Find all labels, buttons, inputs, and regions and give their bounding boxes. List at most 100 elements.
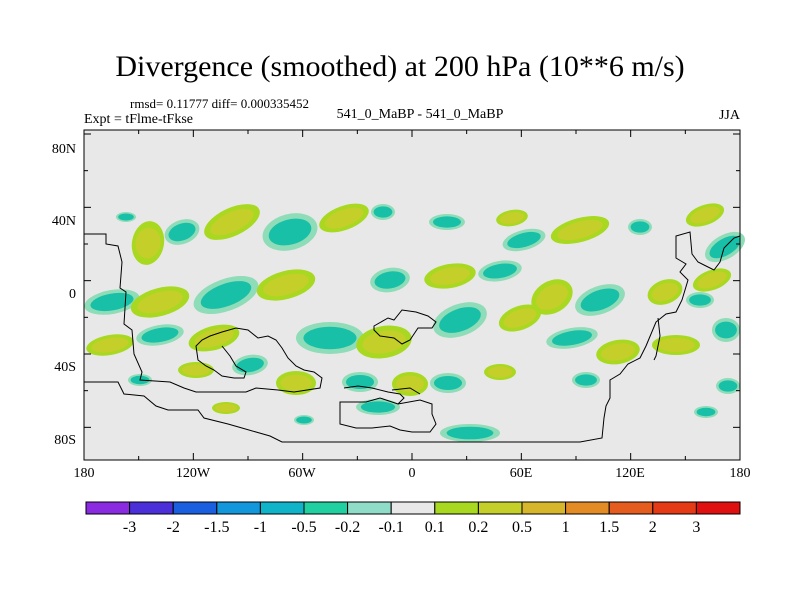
lon-tick-60w: 60W: [288, 466, 316, 481]
positive-divergence-region: [685, 203, 725, 227]
colorbar: [85, 501, 741, 515]
colorbar-box: [85, 501, 131, 515]
colorbar-box: [172, 501, 218, 515]
positive-divergence-region: [356, 325, 412, 359]
coastline: [84, 231, 741, 443]
coastline-segment: [339, 397, 437, 433]
positive-divergence-region: [652, 335, 700, 355]
colorbar-box: [303, 501, 349, 515]
positive-divergence-region: [484, 364, 516, 380]
colorbar-label: -0.2: [334, 519, 361, 536]
positive-divergence-region: [130, 286, 190, 318]
positive-divergence-region: [204, 204, 260, 240]
negative-divergence-region: [546, 327, 598, 349]
colorbar-box: [521, 501, 567, 515]
negative-divergence-region: [686, 292, 714, 308]
colorbar-label: -3: [122, 519, 137, 536]
negative-divergence-region: [429, 214, 465, 230]
colorbar-label: -2: [166, 519, 180, 536]
colorbar-box: [390, 501, 436, 515]
colorbar-box: [347, 501, 392, 515]
positive-divergence-region: [188, 324, 240, 352]
negative-divergence-region: [356, 399, 400, 415]
positive-divergence-region: [498, 304, 542, 332]
positive-divergence-region: [178, 362, 214, 378]
positive-divergence-region: [212, 402, 240, 414]
case-label: 541_0_MaBP - 541_0_MaBP: [336, 107, 504, 122]
colorbar-label: 0.1: [424, 519, 445, 536]
negative-divergence-region: [575, 284, 625, 316]
coastline-segment: [653, 317, 661, 361]
negative-divergence-region: [433, 302, 487, 338]
lon-tick-0: 0: [408, 466, 416, 481]
negative-divergence-region: [430, 373, 466, 393]
season-label: JJA: [718, 108, 740, 123]
experiment-label: Expt = tFlme-tFkse: [84, 112, 194, 127]
plot-title: Divergence (smoothed) at 200 hPa (10**6 …: [115, 50, 685, 83]
colorbar-label: 3: [692, 519, 701, 536]
lat-tick-80n: 80N: [51, 142, 76, 157]
coastline-segment: [343, 385, 405, 405]
positive-divergence-region: [531, 279, 573, 315]
colorbar-box: [259, 501, 305, 515]
colorbar-label: -0.1: [378, 519, 404, 536]
positive-divergence-region: [550, 216, 610, 244]
colorbar-label: 0.2: [468, 519, 489, 536]
positive-divergence-region: [496, 209, 528, 227]
lat-tick-40n: 40N: [51, 214, 76, 229]
colorbar-label: 2: [648, 519, 657, 536]
colorbar-label: -1: [253, 519, 268, 536]
lon-tick-120e: 120E: [615, 466, 645, 481]
negative-divergence-region: [164, 219, 200, 245]
positive-divergence-region: [392, 372, 428, 396]
axis-ticks: [83, 130, 741, 460]
colorbar-label: 0.5: [512, 519, 532, 536]
rmsd-diff-stats: rmsd= 0.11777 diff= 0.000335452: [130, 96, 309, 111]
positive-divergence-region: [424, 263, 476, 289]
positive-divergence-region: [647, 279, 683, 305]
negative-divergence-region: [294, 415, 314, 425]
colorbar-box: [434, 501, 479, 515]
coastline-segment: [391, 387, 421, 395]
colorbar-box: [608, 501, 654, 515]
positive-divergence-region: [256, 269, 316, 301]
negative-divergence-region: [712, 318, 740, 342]
coastline-segment: [84, 233, 323, 393]
map-background: [84, 130, 740, 460]
lon-tick-60e: 60E: [509, 466, 533, 481]
positive-divergence-region: [692, 268, 732, 292]
negative-divergence-region: [440, 424, 500, 442]
positive-divergence-region: [276, 371, 316, 395]
negative-divergence-region: [232, 354, 268, 376]
colorbar-box: [129, 501, 174, 515]
colorbar-box: [565, 501, 610, 515]
negative-divergence-region: [262, 213, 318, 251]
coastline-segment: [84, 231, 741, 443]
negative-divergence-region: [193, 275, 259, 315]
negative-divergence-region: [296, 322, 364, 354]
negative-divergence-region: [502, 228, 546, 252]
negative-divergence-region: [628, 219, 652, 235]
lon-tick-120w: 120W: [175, 466, 211, 481]
colorbar-label: 1: [561, 519, 570, 536]
negative-divergence-region: [694, 406, 718, 418]
colorbar-box: [695, 501, 741, 515]
positive-divergence-region: [596, 339, 640, 365]
divergence-contours: [84, 203, 745, 442]
colorbar-label: -1.5: [204, 519, 230, 536]
lon-tick-180e: 180: [729, 466, 751, 481]
negative-divergence-region: [116, 212, 136, 222]
negative-divergence-region: [716, 378, 740, 394]
negative-divergence-region: [371, 204, 395, 220]
negative-divergence-region: [572, 372, 600, 388]
coastline-segment: [373, 309, 437, 345]
lon-tick-180w: 180: [73, 466, 95, 481]
colorbar-label: 1.5: [599, 519, 620, 536]
colorbar-box: [477, 501, 523, 515]
lat-tick-80s: 80S: [54, 433, 76, 448]
negative-divergence-region: [136, 324, 184, 346]
negative-divergence-region: [370, 267, 410, 293]
negative-divergence-region: [478, 260, 522, 282]
positive-divergence-region: [86, 334, 134, 356]
